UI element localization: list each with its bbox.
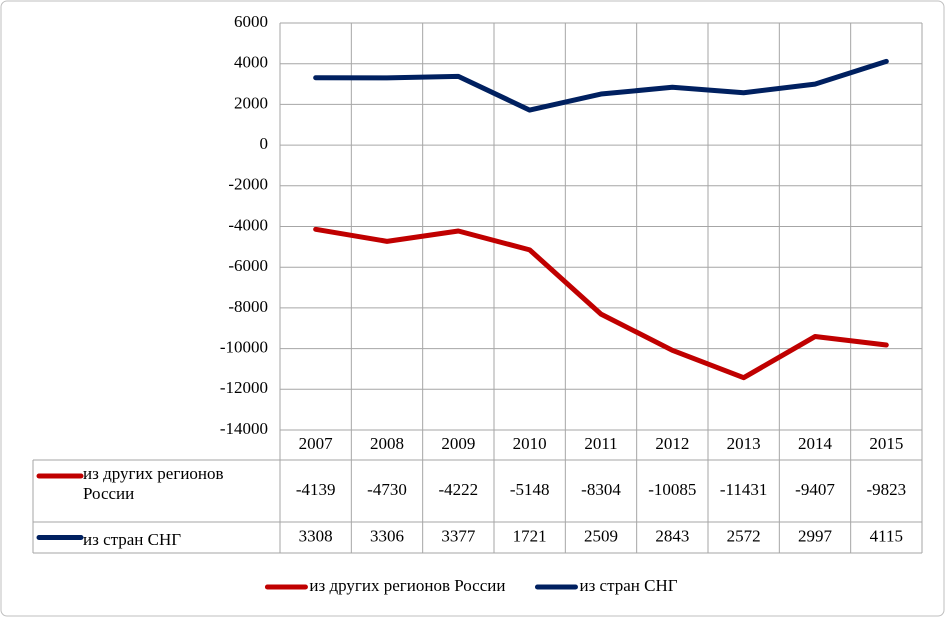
table-value: 3377 [441,526,476,545]
y-tick-label: -4000 [228,215,268,234]
table-value: 4115 [870,526,903,545]
table-value: -9407 [795,480,835,499]
table-value: 2509 [584,526,618,545]
table-value: -4222 [438,480,478,499]
table-value: -10085 [648,480,696,499]
table-value: -8304 [581,480,621,499]
y-tick-label: 4000 [234,53,268,72]
x-tick-label: 2012 [655,434,689,453]
table-value: 1721 [513,526,547,545]
x-tick-label: 2013 [727,434,761,453]
table-value: -4139 [296,480,336,499]
x-tick-label: 2011 [584,434,617,453]
x-tick-label: 2010 [513,434,547,453]
table-value: -9823 [866,480,906,499]
y-tick-label: -14000 [220,419,268,438]
x-tick-label: 2009 [441,434,475,453]
table-value: -5148 [510,480,550,499]
y-tick-label: -6000 [228,256,268,275]
table-row-header-box: из других регионов России [83,464,224,503]
table-row-header-box: из стран СНГ [83,530,182,549]
table-value: 3306 [370,526,404,545]
legend: из других регионов России из стран СНГ [264,576,678,595]
x-tick-label: 2015 [869,434,903,453]
y-tick-label: -12000 [220,378,268,397]
x-tick-label: 2007 [299,434,334,453]
legend-label: из стран СНГ [579,576,677,595]
table-row-header: из стран СНГ [83,530,182,549]
y-tick-label: -2000 [228,175,268,194]
series-line [313,58,889,113]
table-value: -4730 [367,480,407,499]
table-row-header: из других регионов России [83,464,224,503]
x-tick-label: 2008 [370,434,404,453]
table-value: 3308 [299,526,333,545]
table-value: 2843 [655,526,689,545]
legend-label: из других регионов России [309,576,505,595]
table-value: 2572 [727,526,761,545]
series-line [313,226,889,381]
y-tick-label: 0 [260,134,269,153]
table-value: 2997 [798,526,833,545]
x-tick-label: 2014 [798,434,833,453]
y-tick-label: -10000 [220,338,268,357]
table-value: -11431 [720,480,768,499]
y-tick-label: 6000 [234,12,268,31]
y-tick-label: -8000 [228,297,268,316]
y-tick-label: 2000 [234,93,268,112]
